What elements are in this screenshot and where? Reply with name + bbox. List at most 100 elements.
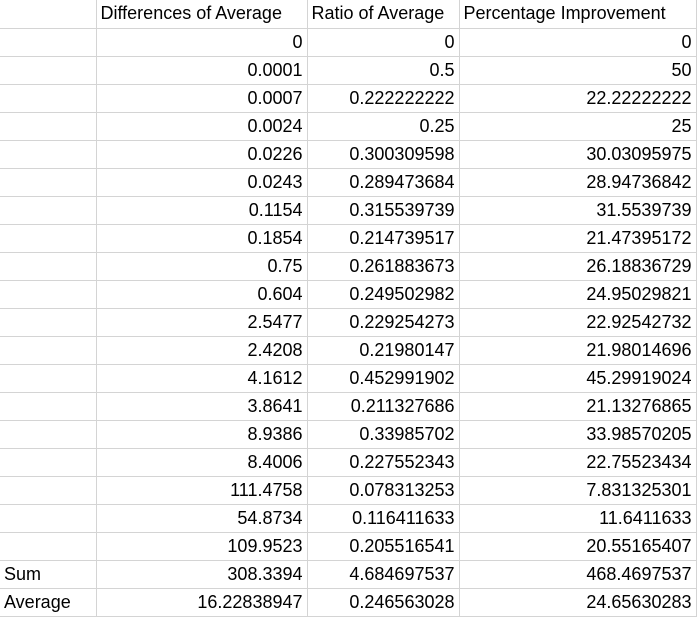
differences-cell[interactable]: 109.9523 [95,531,308,561]
differences-cell[interactable]: 54.8734 [95,503,308,533]
label-cell[interactable] [0,447,97,477]
differences-cell[interactable]: 0.604 [95,279,308,309]
percentage-cell[interactable]: 25 [458,111,697,141]
table-row: 0.0007 0.222222222 22.22222222 [0,83,697,113]
header-cell-percentage-improvement[interactable]: Percentage Improvement [458,0,697,29]
ratio-cell[interactable]: 0.25 [306,111,460,141]
ratio-cell[interactable]: 0.300309598 [306,139,460,169]
differences-cell[interactable]: 0.0007 [95,83,308,113]
percentage-cell[interactable]: 468.4697537 [458,559,697,589]
table-row: 0.0024 0.25 25 [0,111,697,141]
percentage-cell[interactable]: 21.47395172 [458,223,697,253]
percentage-cell[interactable]: 21.98014696 [458,335,697,365]
ratio-cell[interactable]: 0.214739517 [306,223,460,253]
percentage-cell[interactable]: 45.29919024 [458,363,697,393]
percentage-cell[interactable]: 26.18836729 [458,251,697,281]
label-cell[interactable] [0,363,97,393]
header-row: Differences of Average Ratio of Average … [0,0,697,29]
table-row: 0.75 0.261883673 26.18836729 [0,251,697,281]
differences-cell[interactable]: 8.4006 [95,447,308,477]
label-cell[interactable] [0,55,97,85]
differences-cell[interactable]: 2.4208 [95,335,308,365]
table-row: 0.0001 0.5 50 [0,55,697,85]
percentage-cell[interactable]: 22.92542732 [458,307,697,337]
differences-cell[interactable]: 111.4758 [95,475,308,505]
label-cell[interactable] [0,251,97,281]
differences-cell[interactable]: 2.5477 [95,307,308,337]
ratio-cell[interactable]: 0.227552343 [306,447,460,477]
percentage-cell[interactable]: 22.75523434 [458,447,697,477]
table-row: 3.8641 0.211327686 21.13276865 [0,391,697,421]
ratio-cell[interactable]: 0.222222222 [306,83,460,113]
differences-cell[interactable]: 0.75 [95,251,308,281]
ratio-cell[interactable]: 0.33985702 [306,419,460,449]
table-row: 0.604 0.249502982 24.95029821 [0,279,697,309]
percentage-cell[interactable]: 0 [458,27,697,57]
differences-cell[interactable]: 0 [95,27,308,57]
label-cell[interactable] [0,195,97,225]
differences-cell[interactable]: 0.0001 [95,55,308,85]
differences-cell[interactable]: 16.22838947 [95,587,308,617]
table-row: 109.9523 0.205516541 20.55165407 [0,531,697,561]
percentage-cell[interactable]: 31.5539739 [458,195,697,225]
label-cell[interactable] [0,419,97,449]
percentage-cell[interactable]: 33.98570205 [458,419,697,449]
header-cell-a[interactable] [0,0,97,29]
differences-cell[interactable]: 3.8641 [95,391,308,421]
label-cell[interactable] [0,279,97,309]
ratio-cell[interactable]: 0.261883673 [306,251,460,281]
differences-cell[interactable]: 308.3394 [95,559,308,589]
percentage-cell[interactable]: 7.831325301 [458,475,697,505]
ratio-cell[interactable]: 0.21980147 [306,335,460,365]
percentage-cell[interactable]: 21.13276865 [458,391,697,421]
label-cell[interactable]: Sum [0,559,97,589]
label-cell[interactable] [0,223,97,253]
differences-cell[interactable]: 4.1612 [95,363,308,393]
differences-cell[interactable]: 0.1154 [95,195,308,225]
header-cell-ratio-of-average[interactable]: Ratio of Average [306,0,460,29]
label-cell[interactable] [0,475,97,505]
label-cell[interactable] [0,111,97,141]
ratio-cell[interactable]: 0.452991902 [306,363,460,393]
table-row: 8.9386 0.33985702 33.98570205 [0,419,697,449]
ratio-cell[interactable]: 0.246563028 [306,587,460,617]
ratio-cell[interactable]: 0.289473684 [306,167,460,197]
label-cell[interactable] [0,167,97,197]
percentage-cell[interactable]: 50 [458,55,697,85]
label-cell[interactable] [0,503,97,533]
table-row: 8.4006 0.227552343 22.75523434 [0,447,697,477]
differences-cell[interactable]: 0.1854 [95,223,308,253]
ratio-cell[interactable]: 0 [306,27,460,57]
label-cell[interactable]: Average [0,587,97,617]
label-cell[interactable] [0,139,97,169]
label-cell[interactable] [0,391,97,421]
differences-cell[interactable]: 8.9386 [95,419,308,449]
ratio-cell[interactable]: 4.684697537 [306,559,460,589]
percentage-cell[interactable]: 28.94736842 [458,167,697,197]
percentage-cell[interactable]: 24.65630283 [458,587,697,617]
percentage-cell[interactable]: 22.22222222 [458,83,697,113]
ratio-cell[interactable]: 0.315539739 [306,195,460,225]
differences-cell[interactable]: 0.0024 [95,111,308,141]
percentage-cell[interactable]: 11.6411633 [458,503,697,533]
label-cell[interactable] [0,307,97,337]
differences-cell[interactable]: 0.0243 [95,167,308,197]
label-cell[interactable] [0,83,97,113]
percentage-cell[interactable]: 30.03095975 [458,139,697,169]
differences-cell[interactable]: 0.0226 [95,139,308,169]
ratio-cell[interactable]: 0.078313253 [306,475,460,505]
label-cell[interactable] [0,531,97,561]
ratio-cell[interactable]: 0.5 [306,55,460,85]
header-cell-differences-of-average[interactable]: Differences of Average [95,0,308,29]
ratio-cell[interactable]: 0.211327686 [306,391,460,421]
table-row: 2.5477 0.229254273 22.92542732 [0,307,697,337]
ratio-cell[interactable]: 0.205516541 [306,531,460,561]
ratio-cell[interactable]: 0.249502982 [306,279,460,309]
label-cell[interactable] [0,27,97,57]
label-cell[interactable] [0,335,97,365]
ratio-cell[interactable]: 0.229254273 [306,307,460,337]
percentage-cell[interactable]: 24.95029821 [458,279,697,309]
ratio-cell[interactable]: 0.116411633 [306,503,460,533]
percentage-cell[interactable]: 20.55165407 [458,531,697,561]
